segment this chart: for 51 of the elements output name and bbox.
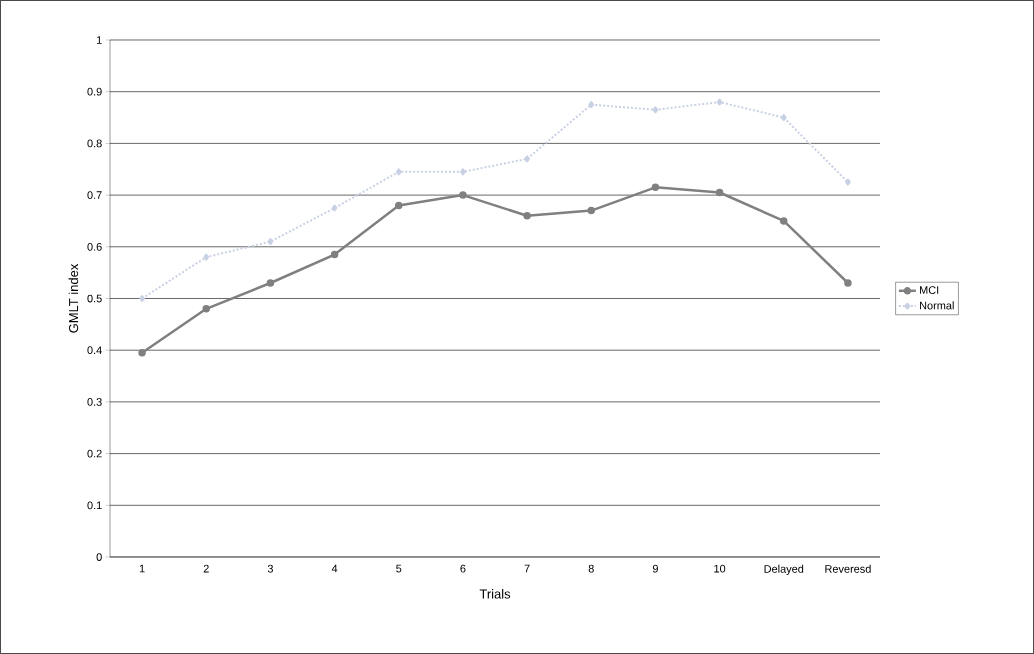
point: [845, 178, 851, 186]
point: [587, 206, 595, 215]
point: [330, 250, 339, 259]
x-tick-label: 3: [267, 564, 273, 573]
x-tick-label: Reveresd: [825, 564, 871, 573]
point: [523, 212, 531, 220]
y-axis-title: GMLT index: [68, 263, 79, 333]
point: [202, 305, 210, 313]
point: [331, 204, 338, 212]
x-tick-label: Delayed: [764, 564, 804, 575]
y-tick-label: 0.5: [87, 294, 102, 303]
y-tick-label: 0.8: [87, 139, 102, 148]
x-tick-label: 6: [460, 564, 466, 573]
point: [844, 279, 852, 287]
point: [266, 279, 275, 287]
x-tick-label: 1: [139, 564, 145, 573]
point: [651, 183, 660, 192]
y-tick-label: 0.7: [87, 191, 102, 199]
x-tick-label: 2: [203, 564, 209, 573]
point: [267, 238, 274, 246]
y-tick-label: 0.1: [87, 501, 102, 510]
point: [138, 349, 146, 357]
point: [203, 253, 210, 261]
y-tick-label: 0.4: [87, 346, 102, 355]
x-tick-label: 8: [588, 564, 594, 573]
y-tick-label: 0.9: [87, 87, 102, 96]
point: [715, 188, 724, 197]
x-tick-label: 7: [524, 564, 530, 573]
x-tick-label: 10: [714, 564, 726, 573]
y-tick-label: 0.2: [87, 449, 102, 458]
point: [460, 168, 466, 176]
x-tick-label: 5: [396, 564, 402, 573]
point: [588, 101, 595, 109]
point: [395, 201, 403, 210]
x-tick-label: 9: [652, 564, 658, 573]
legend-label: Normal: [920, 301, 954, 310]
x-axis-title: Trials: [479, 589, 511, 599]
point: [139, 295, 145, 302]
point: [395, 168, 402, 176]
point: [524, 155, 530, 163]
y-tick-label: 0.3: [87, 398, 102, 406]
point: [780, 217, 788, 225]
y-tick-label: 0.6: [87, 242, 102, 251]
point: [780, 114, 787, 122]
y-tick-label: 0: [96, 553, 102, 561]
point: [652, 106, 659, 114]
point: [459, 191, 467, 199]
point: [716, 98, 723, 106]
legend-label: MCI: [920, 286, 939, 294]
x-tick-label: 4: [331, 564, 338, 573]
y-tick-label: 1: [96, 36, 102, 44]
